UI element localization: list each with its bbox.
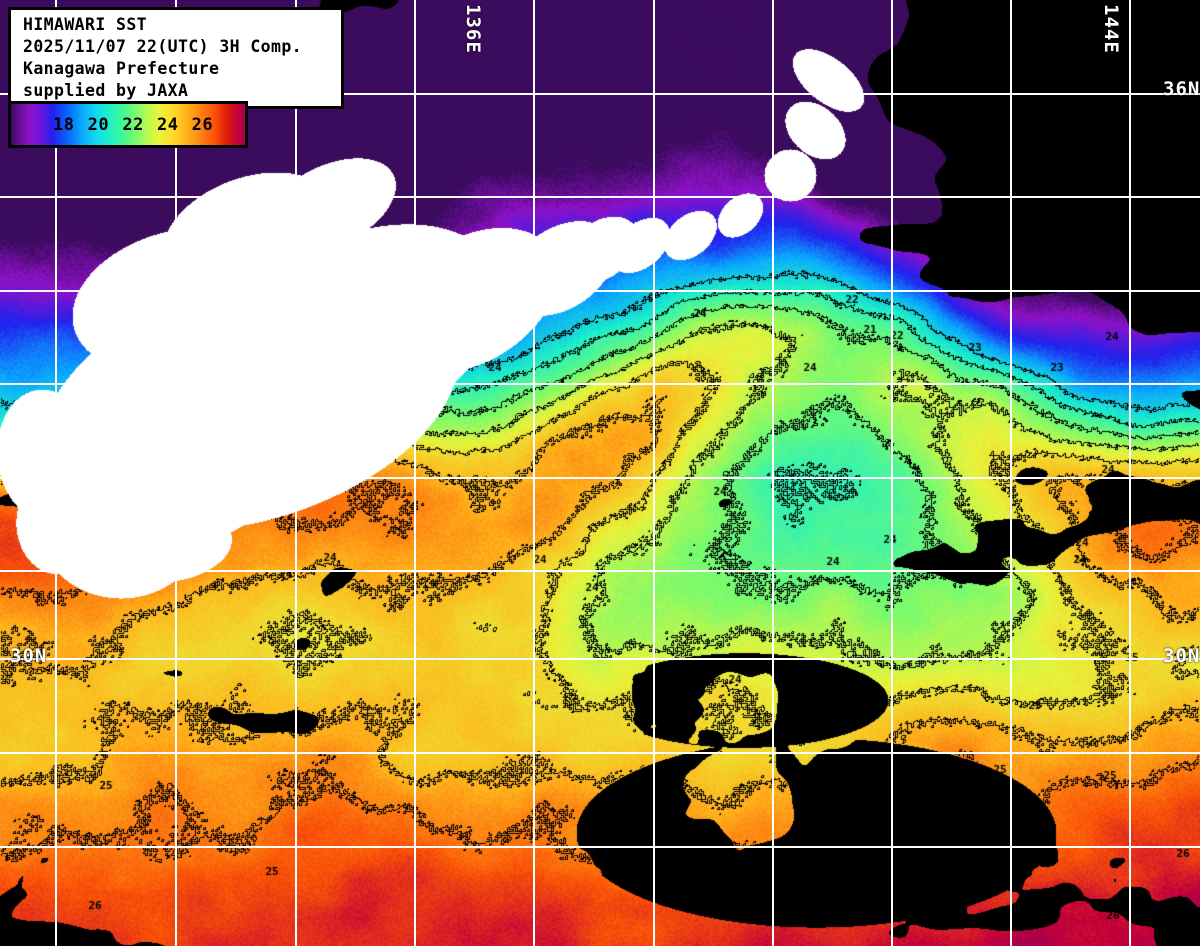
title-line-datetime: 2025/11/07 22(UTC) 3H Comp. <box>23 37 303 56</box>
title-line-provider: Kanagawa Prefecture <box>23 59 220 78</box>
title-line-product: HIMAWARI SST <box>23 15 148 34</box>
colorbar-tick-20: 20 <box>87 114 110 135</box>
temperature-colorbar: 18 20 22 24 26 <box>8 101 248 148</box>
colorbar-tick-22: 22 <box>122 114 144 135</box>
title-info-box: HIMAWARI SST 2025/11/07 22(UTC) 3H Comp.… <box>8 7 344 109</box>
colorbar-gradient <box>11 104 245 145</box>
colorbar-tick-26: 26 <box>191 114 214 135</box>
colorbar-tick-24: 24 <box>157 114 179 135</box>
colorbar-tick-18: 18 <box>53 114 75 135</box>
title-line-source: supplied by JAXA <box>23 81 189 100</box>
